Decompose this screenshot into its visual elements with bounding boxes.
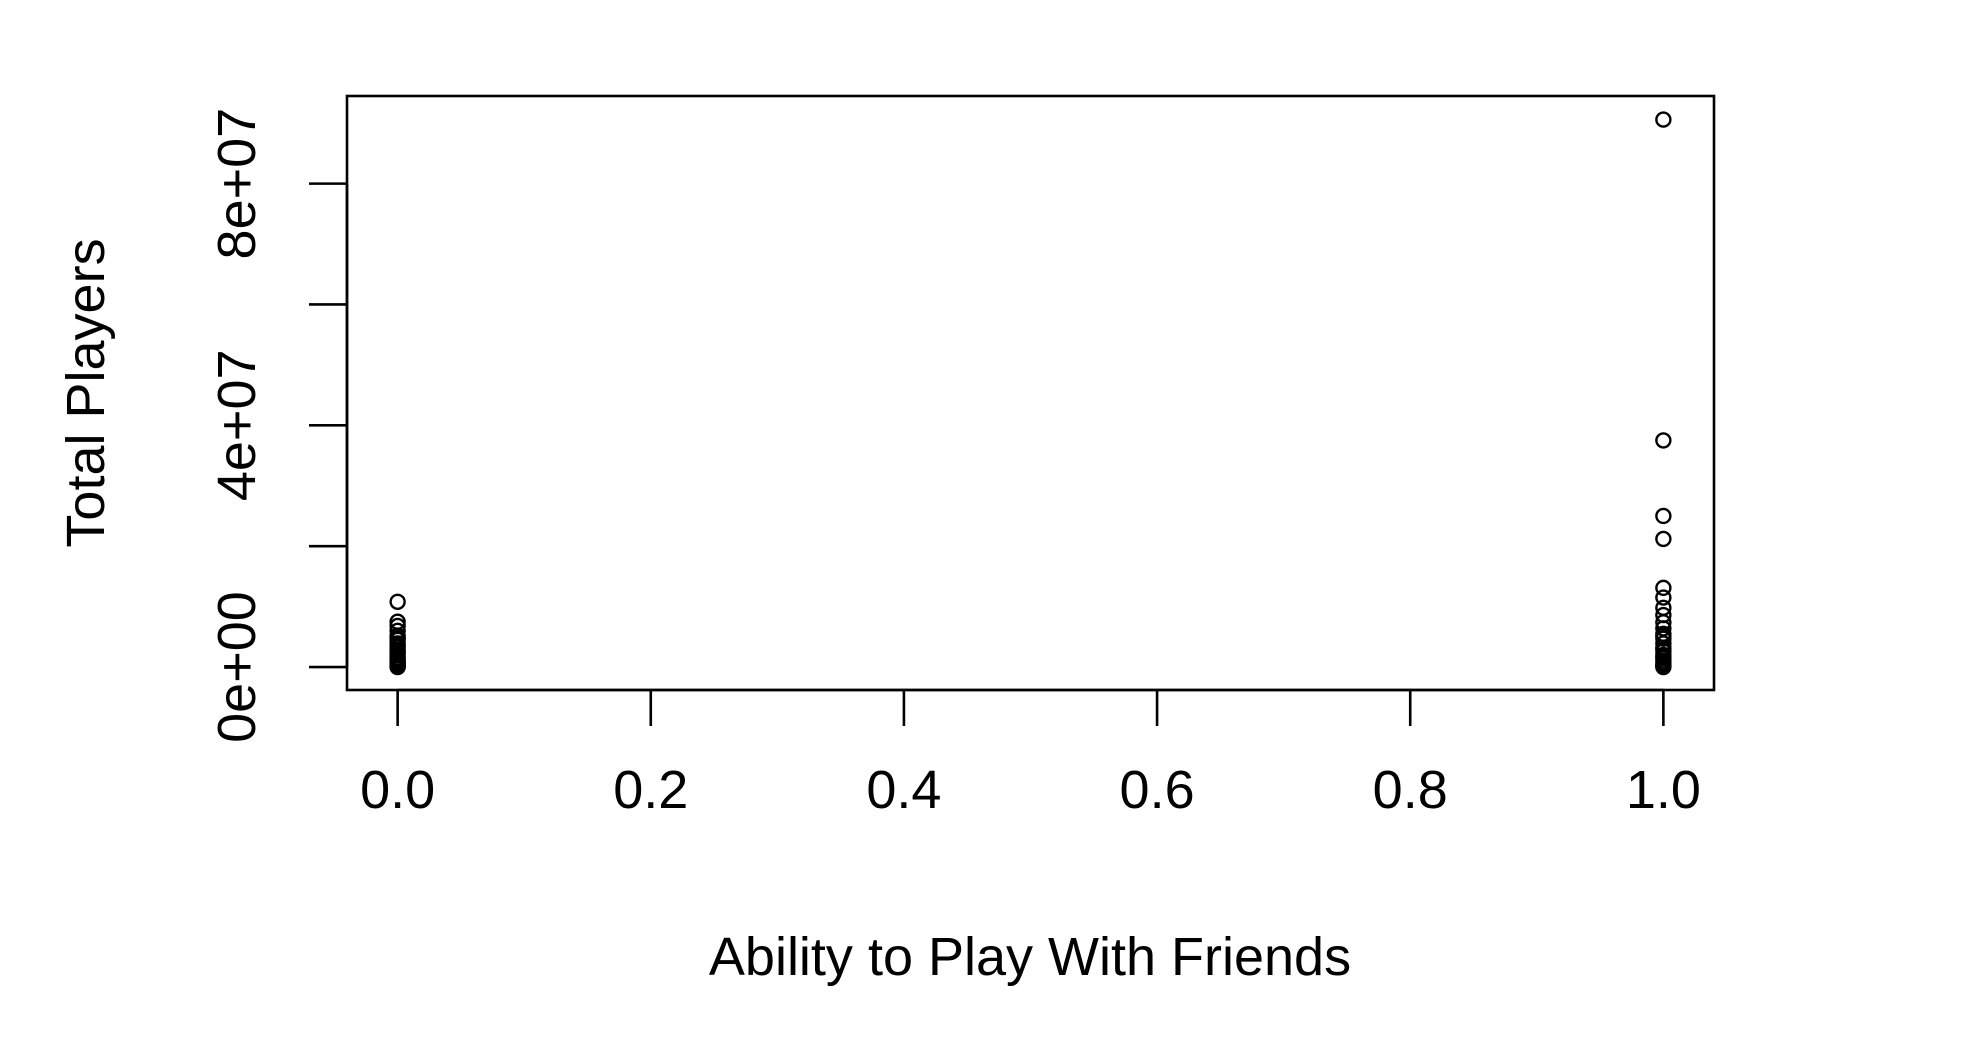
data-point xyxy=(1655,589,1672,606)
x-axis: 0.0 0.2 0.4 0.6 0.8 1.0 xyxy=(360,688,1701,820)
y-axis: 0e+00 4e+07 8e+07 xyxy=(207,108,349,743)
data-point xyxy=(1655,111,1672,128)
y-tick-label: 8e+07 xyxy=(207,108,267,260)
data-point xyxy=(389,593,406,610)
data-point xyxy=(1655,658,1672,676)
y-tick-label: 4e+07 xyxy=(207,349,267,501)
plot-frame xyxy=(345,94,1716,692)
x-tick-label: 0.8 xyxy=(1373,760,1448,820)
x-tick-label: 0.0 xyxy=(360,760,435,820)
data-point xyxy=(1655,507,1672,525)
x-tick-label: 1.0 xyxy=(1626,760,1701,820)
data-point xyxy=(1655,628,1672,645)
x-tick-label: 0.4 xyxy=(866,760,941,820)
data-point xyxy=(1655,648,1672,665)
x-axis-label: Ability to Play With Friends xyxy=(709,927,1351,987)
data-point xyxy=(1655,432,1672,449)
data-points xyxy=(389,111,1672,676)
data-point xyxy=(1655,579,1672,597)
data-point xyxy=(389,629,406,647)
x-tick-label: 0.6 xyxy=(1120,760,1195,820)
data-point xyxy=(1655,640,1672,658)
y-tick-label: 0e+00 xyxy=(207,591,267,743)
data-point xyxy=(1655,530,1672,548)
x-tick-label: 0.2 xyxy=(613,760,688,820)
y-axis-label: Total Players xyxy=(56,238,116,547)
data-point xyxy=(389,655,406,672)
